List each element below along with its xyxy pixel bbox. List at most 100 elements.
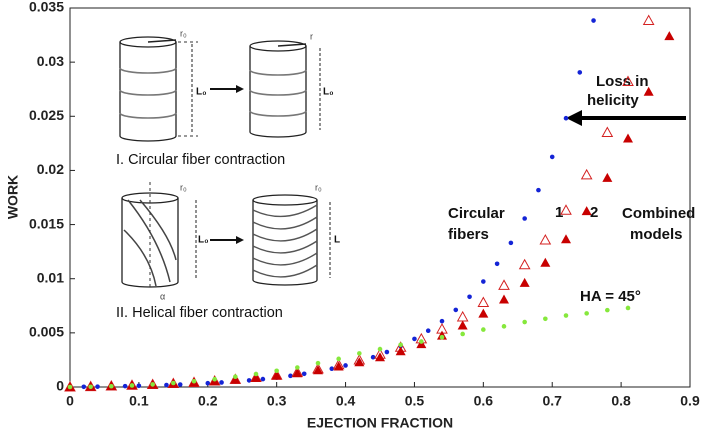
annotation: helicity: [587, 92, 639, 109]
point: [419, 339, 424, 344]
series-label: 2: [590, 204, 598, 221]
y-axis-label: WORK: [5, 175, 21, 219]
point: [219, 380, 224, 385]
point: [150, 382, 155, 387]
point: [581, 206, 592, 216]
inset-diagrams: r₀ r L₀ L₀ r₀ r₀ L₀ L α I. Circular fibe…: [116, 28, 340, 320]
annotation: fibers: [448, 226, 489, 243]
y-tick-label: 0: [56, 378, 64, 394]
series-label: HA = 45°: [580, 288, 641, 305]
point: [664, 31, 675, 41]
point: [481, 327, 486, 332]
fiber-rings: [119, 67, 177, 119]
point: [191, 378, 197, 384]
x-tick-label: 0.5: [405, 393, 425, 409]
point: [292, 368, 303, 378]
y-tick-label: 0.03: [37, 53, 64, 69]
x-tick-label: 0.3: [267, 393, 287, 409]
y-tick-label: 0.035: [29, 0, 64, 15]
point: [536, 187, 541, 193]
point: [560, 204, 572, 215]
point: [336, 356, 341, 362]
point: [212, 376, 217, 382]
point: [498, 279, 510, 290]
point: [354, 357, 365, 367]
x-tick-label: 0.9: [680, 393, 700, 409]
point: [260, 376, 266, 382]
arrow-head: [236, 236, 244, 244]
point: [343, 363, 348, 368]
point: [81, 384, 87, 390]
point: [230, 374, 241, 384]
cylinder-body: [249, 46, 307, 138]
point: [136, 383, 142, 389]
point: [625, 305, 631, 311]
x-tick-label: 0.1: [129, 393, 149, 409]
point: [643, 86, 654, 96]
inset-label: r₀: [315, 182, 322, 192]
point: [315, 360, 321, 366]
point: [357, 351, 362, 356]
point: [375, 352, 385, 362]
annotation: Combined: [622, 205, 695, 222]
point: [577, 70, 583, 75]
x-axis-label: EJECTION FRACTION: [307, 415, 453, 431]
annotation: Circular: [448, 205, 505, 222]
inset-label: L: [334, 235, 340, 246]
point: [478, 308, 489, 318]
point: [88, 384, 93, 390]
point: [623, 133, 633, 143]
y-tick-label: 0.015: [29, 215, 64, 231]
point: [539, 234, 552, 245]
point: [122, 383, 128, 389]
y-tick-label: 0.005: [29, 324, 64, 340]
inset-label: r: [310, 31, 313, 41]
series-label: 1: [555, 204, 563, 221]
annotation: Loss in: [596, 73, 649, 90]
point: [453, 307, 459, 313]
point: [253, 371, 259, 377]
point: [522, 216, 527, 221]
point: [494, 261, 500, 267]
inset-label: r₀: [180, 182, 187, 192]
point: [377, 346, 383, 352]
cylinder-body: [119, 42, 177, 142]
point: [563, 115, 569, 121]
cylinder-body: [252, 200, 318, 286]
inset-caption: I. Circular fiber contraction: [116, 152, 285, 168]
point: [602, 172, 613, 182]
point: [540, 257, 551, 267]
point: [177, 382, 183, 387]
point: [477, 296, 490, 308]
point: [467, 294, 472, 300]
point: [313, 365, 323, 375]
point: [501, 324, 507, 329]
point: [233, 374, 238, 380]
inset-label: L₀: [198, 235, 209, 246]
point: [519, 277, 530, 287]
x-tick-label: 0.6: [474, 393, 494, 409]
cylinder-top: [252, 194, 318, 206]
inset-label: L₀: [323, 87, 334, 98]
x-tick-label: 0.4: [336, 393, 356, 409]
point: [508, 240, 514, 246]
point: [642, 14, 655, 26]
point: [439, 318, 445, 324]
point: [481, 279, 486, 284]
plot-frame: [69, 7, 691, 388]
point: [109, 383, 114, 389]
point: [499, 294, 509, 304]
point: [601, 126, 614, 138]
point: [301, 371, 307, 377]
inset-label: r₀: [180, 28, 187, 38]
point: [561, 234, 571, 244]
point: [456, 310, 469, 322]
radius: [277, 43, 307, 47]
point: [563, 313, 569, 318]
point: [129, 383, 135, 388]
arrow-head: [236, 85, 244, 93]
point: [425, 328, 431, 333]
x-tick-label: 0: [66, 393, 74, 409]
y-tick-label: 0.02: [37, 161, 64, 177]
